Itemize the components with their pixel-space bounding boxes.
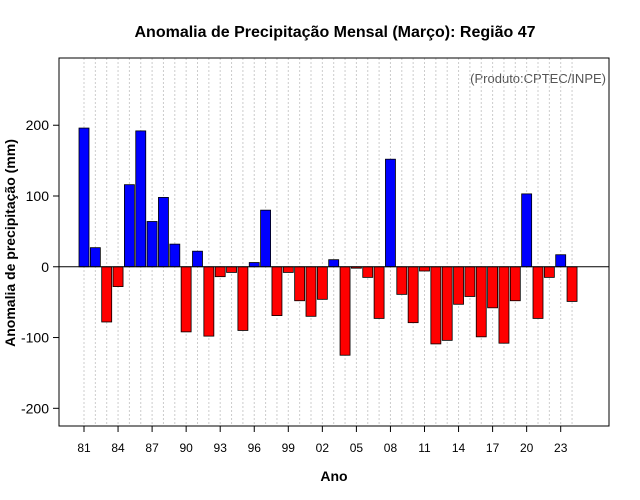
bar-82 — [89, 247, 101, 268]
bar-01 — [305, 266, 317, 317]
bar-97 — [260, 209, 272, 268]
bar-13 — [441, 266, 453, 341]
y-tick-label: -200 — [21, 400, 49, 416]
bar-91 — [192, 250, 203, 268]
bar-22 — [543, 266, 555, 278]
x-tick-label: 81 — [77, 441, 91, 455]
x-tick-label: 05 — [350, 441, 364, 455]
bar-84 — [112, 266, 124, 287]
bar-07 — [373, 266, 385, 319]
bar-11 — [419, 266, 430, 272]
grid — [83, 58, 573, 426]
bar-89 — [169, 243, 181, 268]
bar-08 — [385, 158, 396, 268]
bar-96 — [248, 262, 260, 268]
bar-19 — [509, 266, 521, 302]
bar-10 — [407, 266, 419, 324]
bar-94 — [226, 266, 237, 273]
axes: -200 -100 0 100 200 81 84 87 90 93 96 99 02 05 08 11 14 1… — [21, 57, 610, 455]
bar-03 — [328, 259, 340, 268]
x-tick-label: 99 — [282, 441, 296, 455]
x-tick-label: 02 — [316, 441, 330, 455]
bar-24 — [566, 266, 578, 302]
bar-93 — [214, 266, 226, 278]
bar-85 — [124, 184, 135, 268]
y-tick-label: 200 — [26, 117, 50, 133]
bar-21 — [532, 266, 544, 319]
x-tick-label: 87 — [145, 441, 159, 455]
plot-frame — [58, 57, 610, 427]
bar-88 — [158, 197, 169, 268]
bar-02 — [316, 266, 328, 300]
bar-20 — [521, 193, 533, 268]
bar-87 — [146, 221, 158, 268]
x-tick-label: 96 — [248, 441, 262, 455]
x-tick-label: 08 — [384, 441, 398, 455]
x-tick-label: 17 — [486, 441, 500, 455]
bars — [78, 127, 578, 356]
bar-16 — [475, 266, 487, 338]
bar-04 — [339, 266, 351, 356]
bar-09 — [396, 266, 408, 295]
bar-18 — [498, 266, 510, 344]
bar-86 — [135, 130, 147, 268]
bar-12 — [430, 266, 442, 345]
x-tick-label: 90 — [179, 441, 193, 455]
y-tick-label: -100 — [21, 330, 49, 346]
chart-title: Anomalia de Precipitação Mensal (Março):… — [134, 24, 535, 41]
bar-15 — [464, 266, 476, 297]
bar-81 — [78, 127, 90, 268]
x-tick-label: 23 — [554, 441, 568, 455]
bar-00 — [294, 266, 306, 302]
y-tick-label: 100 — [26, 188, 50, 204]
bar-17 — [487, 266, 499, 309]
bar-23 — [555, 254, 567, 268]
x-tick-label: 93 — [214, 441, 228, 455]
x-tick-label: 14 — [452, 441, 466, 455]
bar-99 — [282, 266, 294, 273]
bar-83 — [101, 266, 113, 323]
bar-92 — [203, 266, 215, 337]
bar-90 — [180, 266, 192, 333]
bar-06 — [362, 266, 374, 278]
x-axis-label: Ano — [320, 468, 347, 484]
x-tick-label: 11 — [418, 441, 431, 455]
y-axis-label: Anomalia de precipitação (mm) — [2, 139, 18, 347]
bar-14 — [453, 266, 464, 305]
bar-95 — [237, 266, 249, 331]
y-tick-label: 0 — [41, 259, 49, 275]
x-tick-label: 20 — [520, 441, 534, 455]
bar-98 — [271, 266, 283, 316]
x-tick-label: 84 — [111, 441, 125, 455]
